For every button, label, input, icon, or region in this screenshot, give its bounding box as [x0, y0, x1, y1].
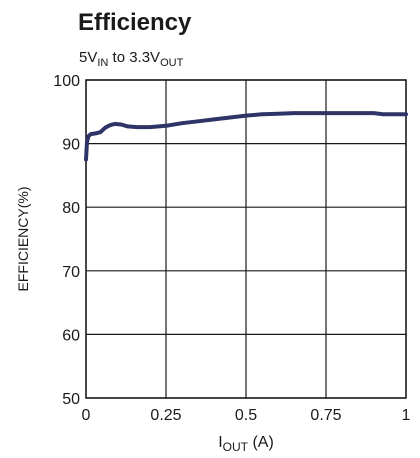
x-label-unit: (A) — [248, 434, 274, 451]
efficiency-line — [84, 111, 408, 162]
y-tick-label: 80 — [62, 200, 80, 217]
x-tick-label: 0.75 — [310, 407, 341, 424]
y-tick-label: 70 — [62, 264, 80, 281]
subtitle-subscript-1: IN — [97, 57, 108, 69]
x-label-main: I — [218, 434, 222, 451]
y-axis-label: EFFICIENCY(%) — [15, 187, 31, 292]
x-axis-label: IOUT (A) — [218, 434, 274, 454]
y-tick-labels: 50 60 70 80 90 100 — [53, 73, 80, 408]
y-tick-label: 50 — [62, 391, 80, 408]
y-tick-label: 60 — [62, 327, 80, 344]
x-tick-label: 1 — [402, 407, 411, 424]
y-tick-label: 100 — [53, 73, 80, 90]
chart-title: Efficiency — [78, 9, 192, 36]
x-label-subscript: OUT — [223, 440, 249, 454]
x-tick-labels: 0 0.25 0.5 0.75 1 — [82, 407, 411, 424]
x-tick-label: 0.5 — [235, 407, 257, 424]
y-tick-label: 90 — [62, 137, 80, 154]
subtitle-part-1: 5V — [79, 49, 97, 66]
subtitle-subscript-2: OUT — [160, 57, 184, 69]
x-tick-label: 0 — [82, 407, 91, 424]
plot-frame — [85, 79, 407, 399]
subtitle-part-2: to 3.3V — [108, 49, 160, 66]
x-tick-label: 0.25 — [150, 407, 181, 424]
chart-subtitle: 5VIN to 3.3VOUT — [79, 49, 184, 69]
